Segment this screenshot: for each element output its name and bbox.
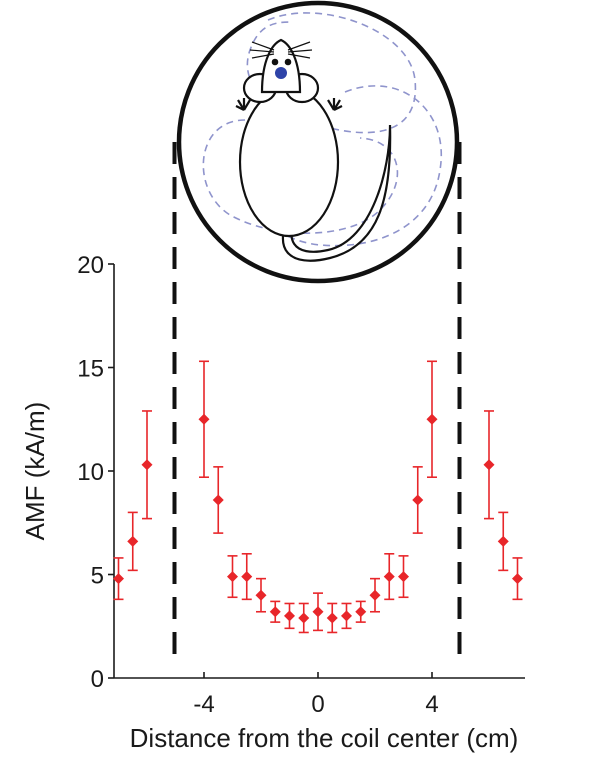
coil-illustration — [176, 0, 460, 284]
y-tick-label: 0 — [91, 666, 104, 693]
data-point — [369, 589, 381, 601]
y-tick-label: 20 — [77, 252, 104, 279]
x-tick-label: -4 — [193, 691, 214, 718]
data-point — [284, 610, 295, 622]
x-tick-label: 0 — [311, 691, 324, 718]
data-point — [312, 606, 324, 618]
mouse-paw-right — [327, 98, 343, 111]
mouse-head — [260, 38, 302, 94]
data-point — [483, 459, 495, 471]
mouse-paw-left — [235, 98, 251, 111]
data-point — [298, 612, 310, 624]
magnetic-particle-dot — [275, 67, 287, 79]
data-point — [113, 573, 124, 585]
data-point — [426, 413, 438, 425]
mouse-eye-right — [284, 58, 292, 66]
data-point — [326, 612, 338, 624]
x-tick-label: 4 — [425, 691, 438, 718]
data-point — [355, 606, 367, 618]
y-axis-ticks: 0 5 10 15 20 — [77, 252, 114, 693]
data-point — [241, 571, 253, 583]
y-axis-title: AMF (kA/m) — [20, 402, 50, 541]
y-tick-label: 10 — [77, 459, 104, 486]
x-axis-ticks: -4 0 4 — [193, 672, 439, 718]
mouse-icon — [235, 38, 392, 262]
x-axis-title: Distance from the coil center (cm) — [130, 723, 519, 753]
data-point — [227, 571, 238, 583]
data-points — [113, 360, 523, 634]
data-point — [398, 571, 409, 583]
mouse-whiskers — [249, 41, 313, 59]
mouse-tail — [281, 124, 392, 262]
data-point — [412, 494, 424, 506]
data-point — [127, 535, 139, 547]
data-point — [269, 606, 281, 618]
y-tick-label: 15 — [77, 356, 104, 383]
coil-edge-lines — [172, 142, 462, 656]
data-point — [383, 571, 395, 583]
data-point — [198, 413, 210, 425]
data-point — [255, 589, 267, 601]
mouse-eye-left — [271, 58, 279, 66]
y-tick-label: 5 — [91, 563, 104, 590]
data-point — [341, 610, 352, 622]
data-point — [497, 535, 509, 547]
data-point — [141, 459, 153, 471]
mouse-body — [238, 86, 340, 238]
data-point — [512, 573, 523, 585]
data-point — [212, 494, 224, 506]
